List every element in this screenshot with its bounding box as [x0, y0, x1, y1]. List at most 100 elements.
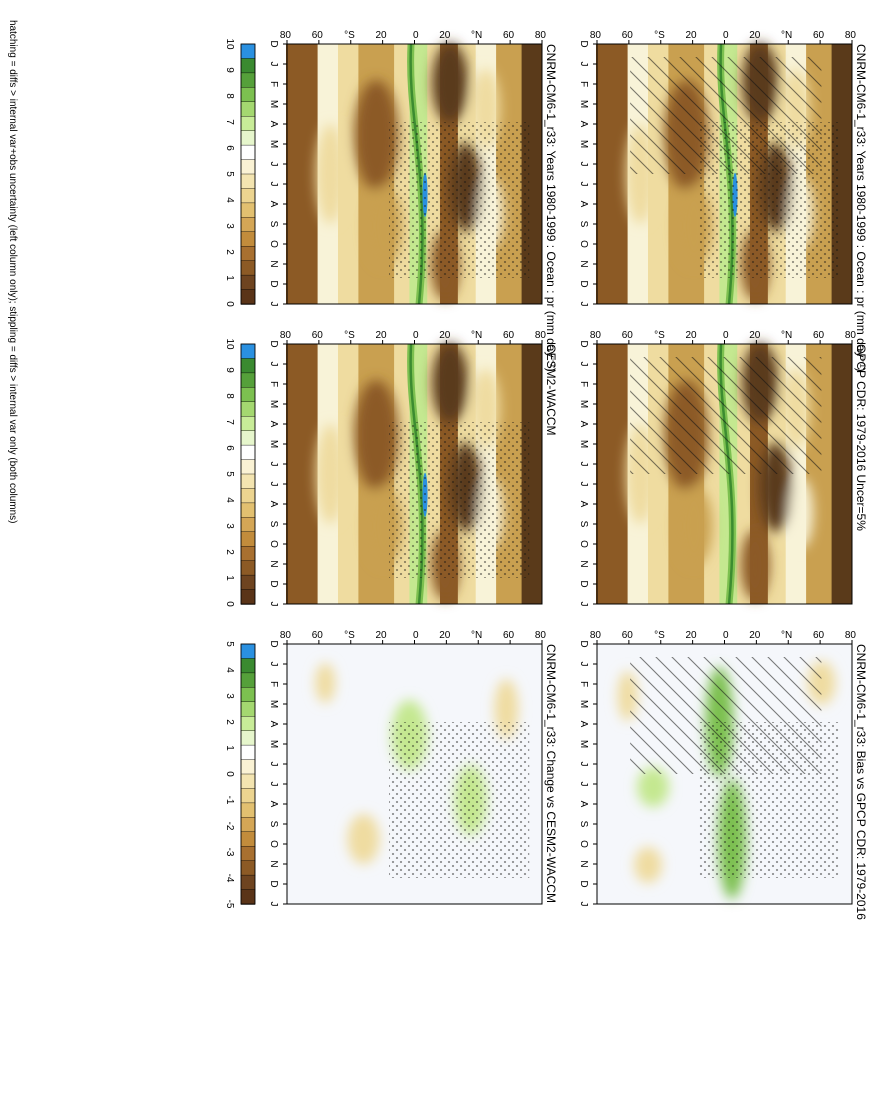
- y-tick-label: 20: [376, 630, 388, 641]
- colorbar-2: 5 4 3 2 1 0 -1 -2 -3 -4 -5: [224, 641, 256, 909]
- x-tick-label: N: [268, 260, 279, 267]
- colorbar-swatch: [240, 343, 256, 360]
- field-blob: [741, 530, 770, 600]
- x-tick-label: N: [578, 860, 589, 867]
- y-tick-label: 0: [413, 30, 419, 41]
- y-tick-label: 80: [590, 330, 602, 341]
- x-tick-label: O: [578, 540, 589, 548]
- x-tick-label: M: [268, 740, 279, 748]
- colorbar-label: 1: [224, 275, 235, 281]
- colorbar-swatch: [240, 473, 256, 490]
- x-tick-label: J: [578, 662, 589, 667]
- x-tick-label: A: [268, 501, 279, 508]
- colorbar-swatch: [240, 116, 256, 132]
- colorbar-label: -5: [224, 900, 235, 909]
- x-tick-label: J: [578, 482, 589, 487]
- x-tick-label: A: [578, 121, 589, 128]
- x-tick-label: D: [268, 580, 279, 587]
- y-tick-label: °S: [344, 30, 355, 41]
- x-tick-label: J: [578, 602, 589, 607]
- field-blob: [354, 80, 399, 190]
- colorbar-label: -3: [224, 848, 235, 857]
- y-tick-label: 80: [280, 330, 292, 341]
- field-blob: [315, 663, 336, 703]
- x-tick-label: J: [578, 902, 589, 907]
- colorbar-label: 1: [224, 745, 235, 751]
- x-tick-label: N: [268, 560, 279, 567]
- field-blob: [789, 478, 813, 548]
- colorbar-swatch: [240, 217, 256, 233]
- x-tick-label: A: [578, 421, 589, 428]
- x-tick-label: J: [268, 482, 279, 487]
- panel-title: CNRM-CM6-1_r33: Years 1980-1999 : Ocean …: [854, 44, 868, 372]
- y-tick-label: 0: [413, 330, 419, 341]
- x-tick-label: J: [268, 662, 279, 667]
- x-tick-label: J: [578, 302, 589, 307]
- colorbar-swatch: [240, 144, 256, 161]
- colorbar-swatch: [240, 672, 256, 689]
- colorbar-swatch: [240, 831, 256, 847]
- x-tick-label: D: [268, 340, 279, 347]
- colorbar-label: 10: [224, 38, 235, 50]
- panel-4: CNRM-CM6-1_r33: Bias vs GPCP CDR: 1979-2…: [578, 630, 868, 920]
- x-tick-label: J: [268, 362, 279, 367]
- colorbar-swatch: [240, 274, 256, 291]
- colorbar-swatch: [240, 517, 256, 533]
- colorbar-label: 0: [224, 301, 235, 307]
- y-tick-label: °N: [781, 30, 792, 41]
- x-tick-label: O: [578, 240, 589, 248]
- field-blob: [347, 814, 380, 864]
- x-tick-label: M: [268, 140, 279, 148]
- colorbar-swatch: [240, 358, 256, 374]
- y-tick-label: 80: [845, 330, 857, 341]
- y-tick-label: 80: [845, 630, 857, 641]
- x-tick-label: A: [268, 121, 279, 128]
- colorbar-swatch: [240, 874, 256, 891]
- stippling-overlay: [699, 122, 840, 278]
- y-tick-label: 60: [622, 30, 634, 41]
- x-tick-label: F: [578, 381, 589, 387]
- panel-title: CESM2-WACCM: [544, 344, 558, 436]
- x-tick-label: J: [578, 362, 589, 367]
- y-tick-label: 80: [535, 330, 547, 341]
- y-tick-label: 60: [503, 330, 515, 341]
- x-tick-label: M: [268, 400, 279, 408]
- stippling-overlay: [389, 722, 530, 878]
- stippling-overlay: [699, 722, 840, 878]
- x-tick-label: N: [578, 560, 589, 567]
- hatching-overlay: [630, 357, 822, 474]
- colorbar-label: 2: [224, 719, 235, 725]
- colorbar-swatch: [240, 889, 256, 905]
- colorbar-swatch: [240, 531, 256, 547]
- x-tick-label: J: [578, 782, 589, 787]
- x-tick-label: A: [578, 201, 589, 208]
- colorbar-swatch: [240, 401, 256, 417]
- colorbar-swatch: [240, 488, 256, 504]
- colorbar-swatch: [240, 202, 256, 219]
- x-tick-label: A: [268, 721, 279, 728]
- colorbar-swatch: [240, 231, 256, 247]
- y-tick-label: °N: [781, 330, 792, 341]
- x-tick-label: M: [578, 400, 589, 408]
- colorbar-swatch: [240, 72, 256, 89]
- field-blob: [354, 380, 399, 490]
- x-tick-label: M: [578, 140, 589, 148]
- x-tick-label: M: [268, 700, 279, 708]
- panel-0: CNRM-CM6-1_r33: Years 1980-1999 : Ocean …: [578, 30, 868, 372]
- x-tick-label: F: [578, 681, 589, 687]
- x-tick-label: A: [578, 801, 589, 808]
- x-tick-label: S: [578, 521, 589, 528]
- field-band: [285, 44, 318, 304]
- x-tick-label: J: [578, 162, 589, 167]
- colorbar-label: 6: [224, 145, 235, 151]
- y-tick-label: 80: [535, 30, 547, 41]
- colorbar-swatch: [240, 58, 256, 74]
- y-tick-label: 20: [749, 630, 761, 641]
- y-tick-label: °S: [654, 330, 665, 341]
- colorbar-label: 5: [224, 641, 235, 647]
- x-tick-label: J: [268, 602, 279, 607]
- x-tick-label: M: [578, 740, 589, 748]
- y-tick-label: °S: [344, 330, 355, 341]
- colorbar-frame: [240, 643, 256, 905]
- y-tick-label: 0: [723, 30, 729, 41]
